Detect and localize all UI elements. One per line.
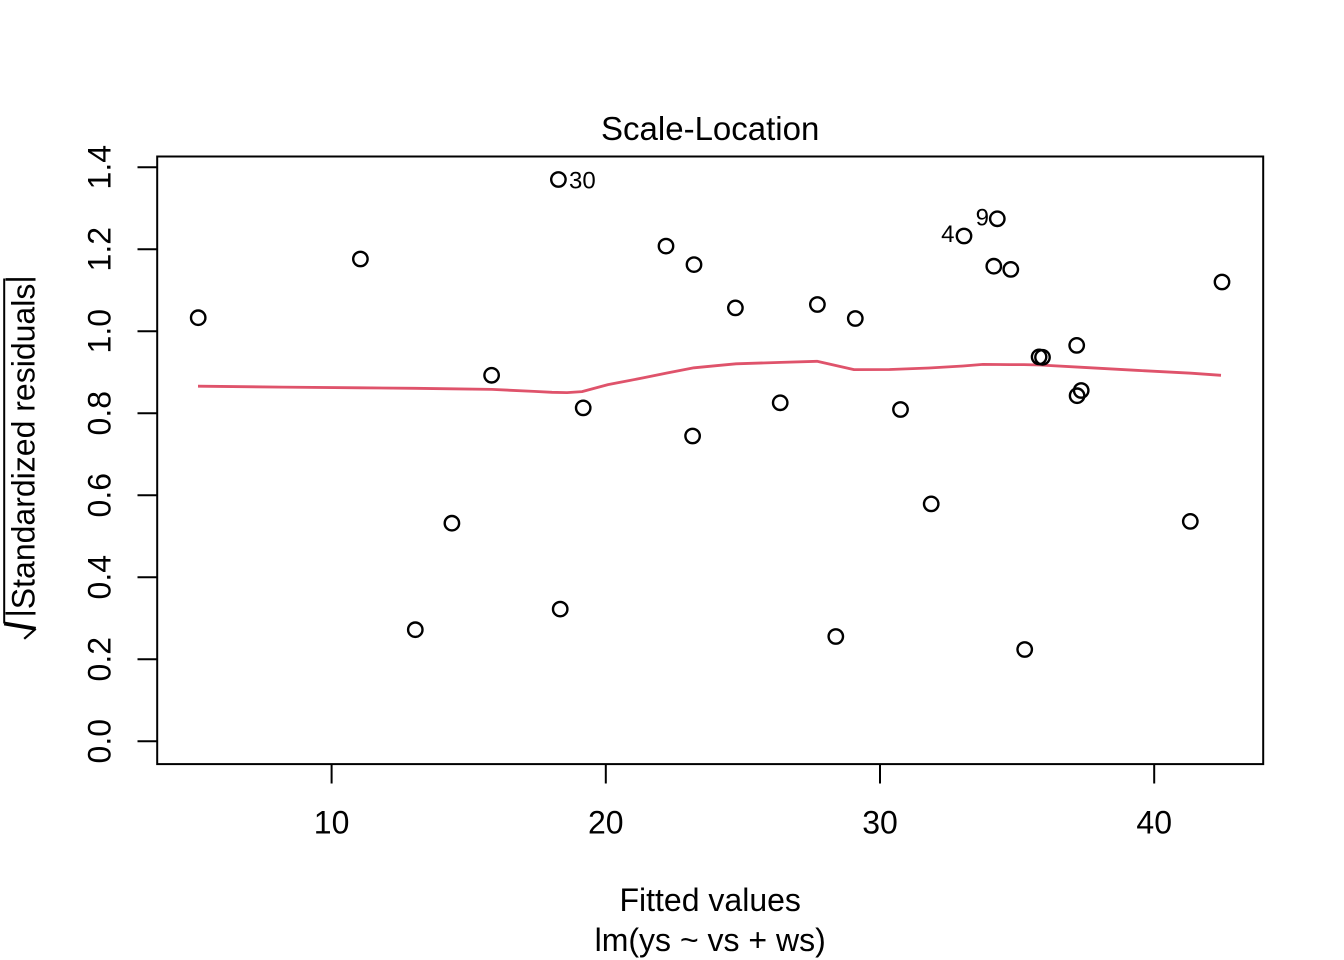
svg-text:0.8: 0.8 xyxy=(82,391,118,435)
svg-text:0.4: 0.4 xyxy=(82,555,118,599)
svg-text:10: 10 xyxy=(314,805,350,841)
svg-text:1.0: 1.0 xyxy=(82,309,118,353)
svg-text:1.4: 1.4 xyxy=(82,145,118,189)
svg-text:20: 20 xyxy=(588,805,624,841)
svg-text:|Standardized residuals|: |Standardized residuals| xyxy=(0,275,42,617)
svg-text:30: 30 xyxy=(569,167,596,194)
svg-text:0.6: 0.6 xyxy=(82,473,118,517)
svg-text:1.2: 1.2 xyxy=(82,227,118,271)
svg-text:4: 4 xyxy=(941,221,954,248)
svg-text:9: 9 xyxy=(976,205,989,232)
svg-text:0.0: 0.0 xyxy=(82,719,118,763)
svg-text:Scale-Location: Scale-Location xyxy=(601,110,819,147)
svg-text:30: 30 xyxy=(862,805,898,841)
svg-text:40: 40 xyxy=(1136,805,1172,841)
svg-text:Fitted values: Fitted values xyxy=(619,882,800,918)
svg-text:0.2: 0.2 xyxy=(82,637,118,681)
svg-text:lm(ys ~ vs + ws): lm(ys ~ vs + ws) xyxy=(595,922,826,958)
